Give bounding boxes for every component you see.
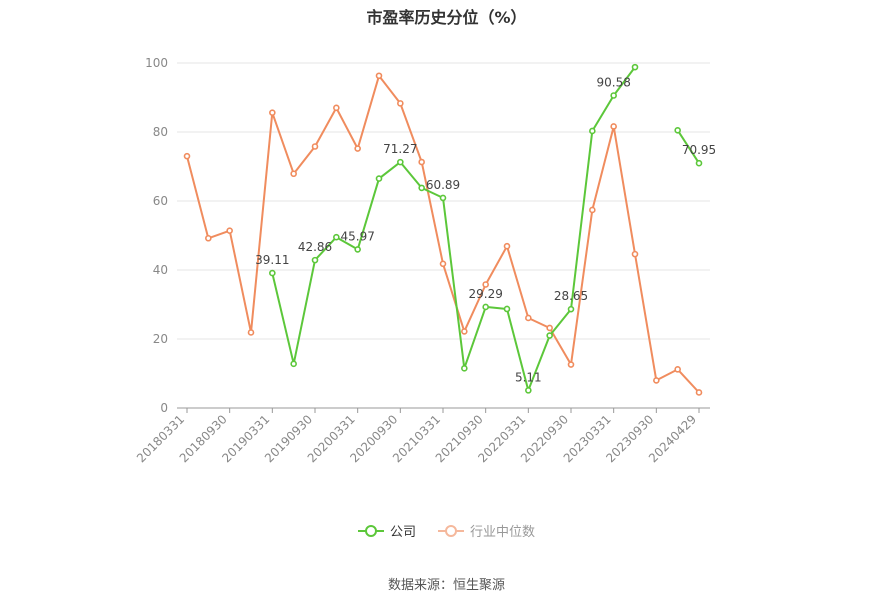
- data-point-0: [354, 246, 361, 253]
- data-point-1: [183, 152, 191, 160]
- data-label: 70.95: [682, 143, 716, 157]
- data-point-0: [525, 387, 532, 394]
- data-point-0: [503, 305, 511, 313]
- legend-label-industry-median: 行业中位数: [470, 525, 536, 540]
- data-point-1: [439, 260, 447, 268]
- legend-label-company: 公司: [389, 525, 416, 540]
- data-point-1: [226, 227, 233, 234]
- data-point-1: [653, 377, 660, 384]
- data-point-0: [397, 158, 404, 166]
- data-point-1: [205, 234, 212, 242]
- data-point-0: [290, 360, 297, 368]
- data-point-0: [333, 233, 340, 241]
- data-source-note: 数据来源：恒生聚源: [387, 578, 505, 593]
- data-point-1: [610, 123, 617, 130]
- series-line-0: [271, 66, 636, 392]
- series-lines: [183, 63, 703, 396]
- data-point-0: [546, 332, 553, 339]
- data-point-1: [247, 329, 255, 336]
- data-point-0: [567, 305, 575, 313]
- data-label: 39.11: [255, 253, 289, 267]
- y-tick-label: 80: [153, 125, 168, 139]
- data-point-1: [375, 72, 383, 80]
- data-point-0: [674, 126, 681, 134]
- data-label: 29.29: [468, 287, 502, 301]
- data-point-0: [482, 303, 489, 311]
- data-point-0: [311, 256, 319, 264]
- y-tick-label: 40: [153, 263, 168, 277]
- data-point-0: [418, 184, 425, 192]
- y-tick-label: 20: [153, 332, 168, 346]
- data-label: 28.65: [554, 289, 588, 303]
- data-point-0: [461, 365, 468, 372]
- data-point-1: [674, 366, 681, 373]
- data-point-1: [269, 109, 276, 116]
- data-label: 42.86: [298, 240, 332, 254]
- data-point-1: [567, 361, 575, 368]
- data-point-0: [695, 159, 703, 167]
- data-labels: 39.11 42.86 45.97 71.27 60.89 29.29 5.11 28.65 9…: [255, 75, 716, 384]
- chart-title: 市盈率历史分位（%）: [366, 8, 527, 27]
- data-point-1: [482, 281, 489, 288]
- data-point-1: [461, 328, 468, 335]
- data-point-1: [354, 145, 361, 152]
- series-line-0: [676, 129, 700, 164]
- data-point-1: [631, 250, 639, 258]
- data-label: 90.58: [596, 75, 630, 89]
- y-tick-label: 60: [153, 194, 168, 208]
- series-line-1: [186, 74, 700, 394]
- data-label: 5.11: [515, 370, 542, 384]
- data-point-0: [269, 269, 276, 277]
- data-point-1: [525, 314, 532, 322]
- y-tick-label: 0: [160, 401, 168, 415]
- data-point-1: [589, 206, 596, 214]
- legend-item-company[interactable]: 公司: [357, 521, 416, 540]
- y-tick-label: 100: [145, 56, 168, 70]
- data-point-0: [589, 127, 596, 135]
- data-point-1: [503, 242, 511, 250]
- data-label: 45.97: [340, 229, 374, 243]
- data-label: 71.27: [383, 142, 417, 156]
- axes: 0204060801002018033120180930201903312019…: [134, 56, 710, 465]
- data-label: 60.89: [426, 178, 460, 192]
- legend-industry-marker-icon: [438, 524, 464, 537]
- data-point-1: [695, 389, 703, 396]
- legend: 公司 行业中位数: [0, 521, 893, 540]
- data-point-0: [631, 63, 639, 71]
- legend-item-industry-median[interactable]: 行业中位数: [438, 521, 535, 540]
- data-point-1: [418, 158, 425, 166]
- data-point-0: [375, 175, 383, 182]
- data-point-1: [311, 143, 319, 150]
- data-point-0: [610, 92, 617, 99]
- legend-company-marker-icon: [357, 524, 384, 537]
- data-point-1: [397, 100, 404, 107]
- data-point-1: [333, 104, 340, 112]
- data-point-1: [290, 170, 297, 178]
- data-point-0: [439, 194, 447, 202]
- data-point-1: [546, 324, 553, 332]
